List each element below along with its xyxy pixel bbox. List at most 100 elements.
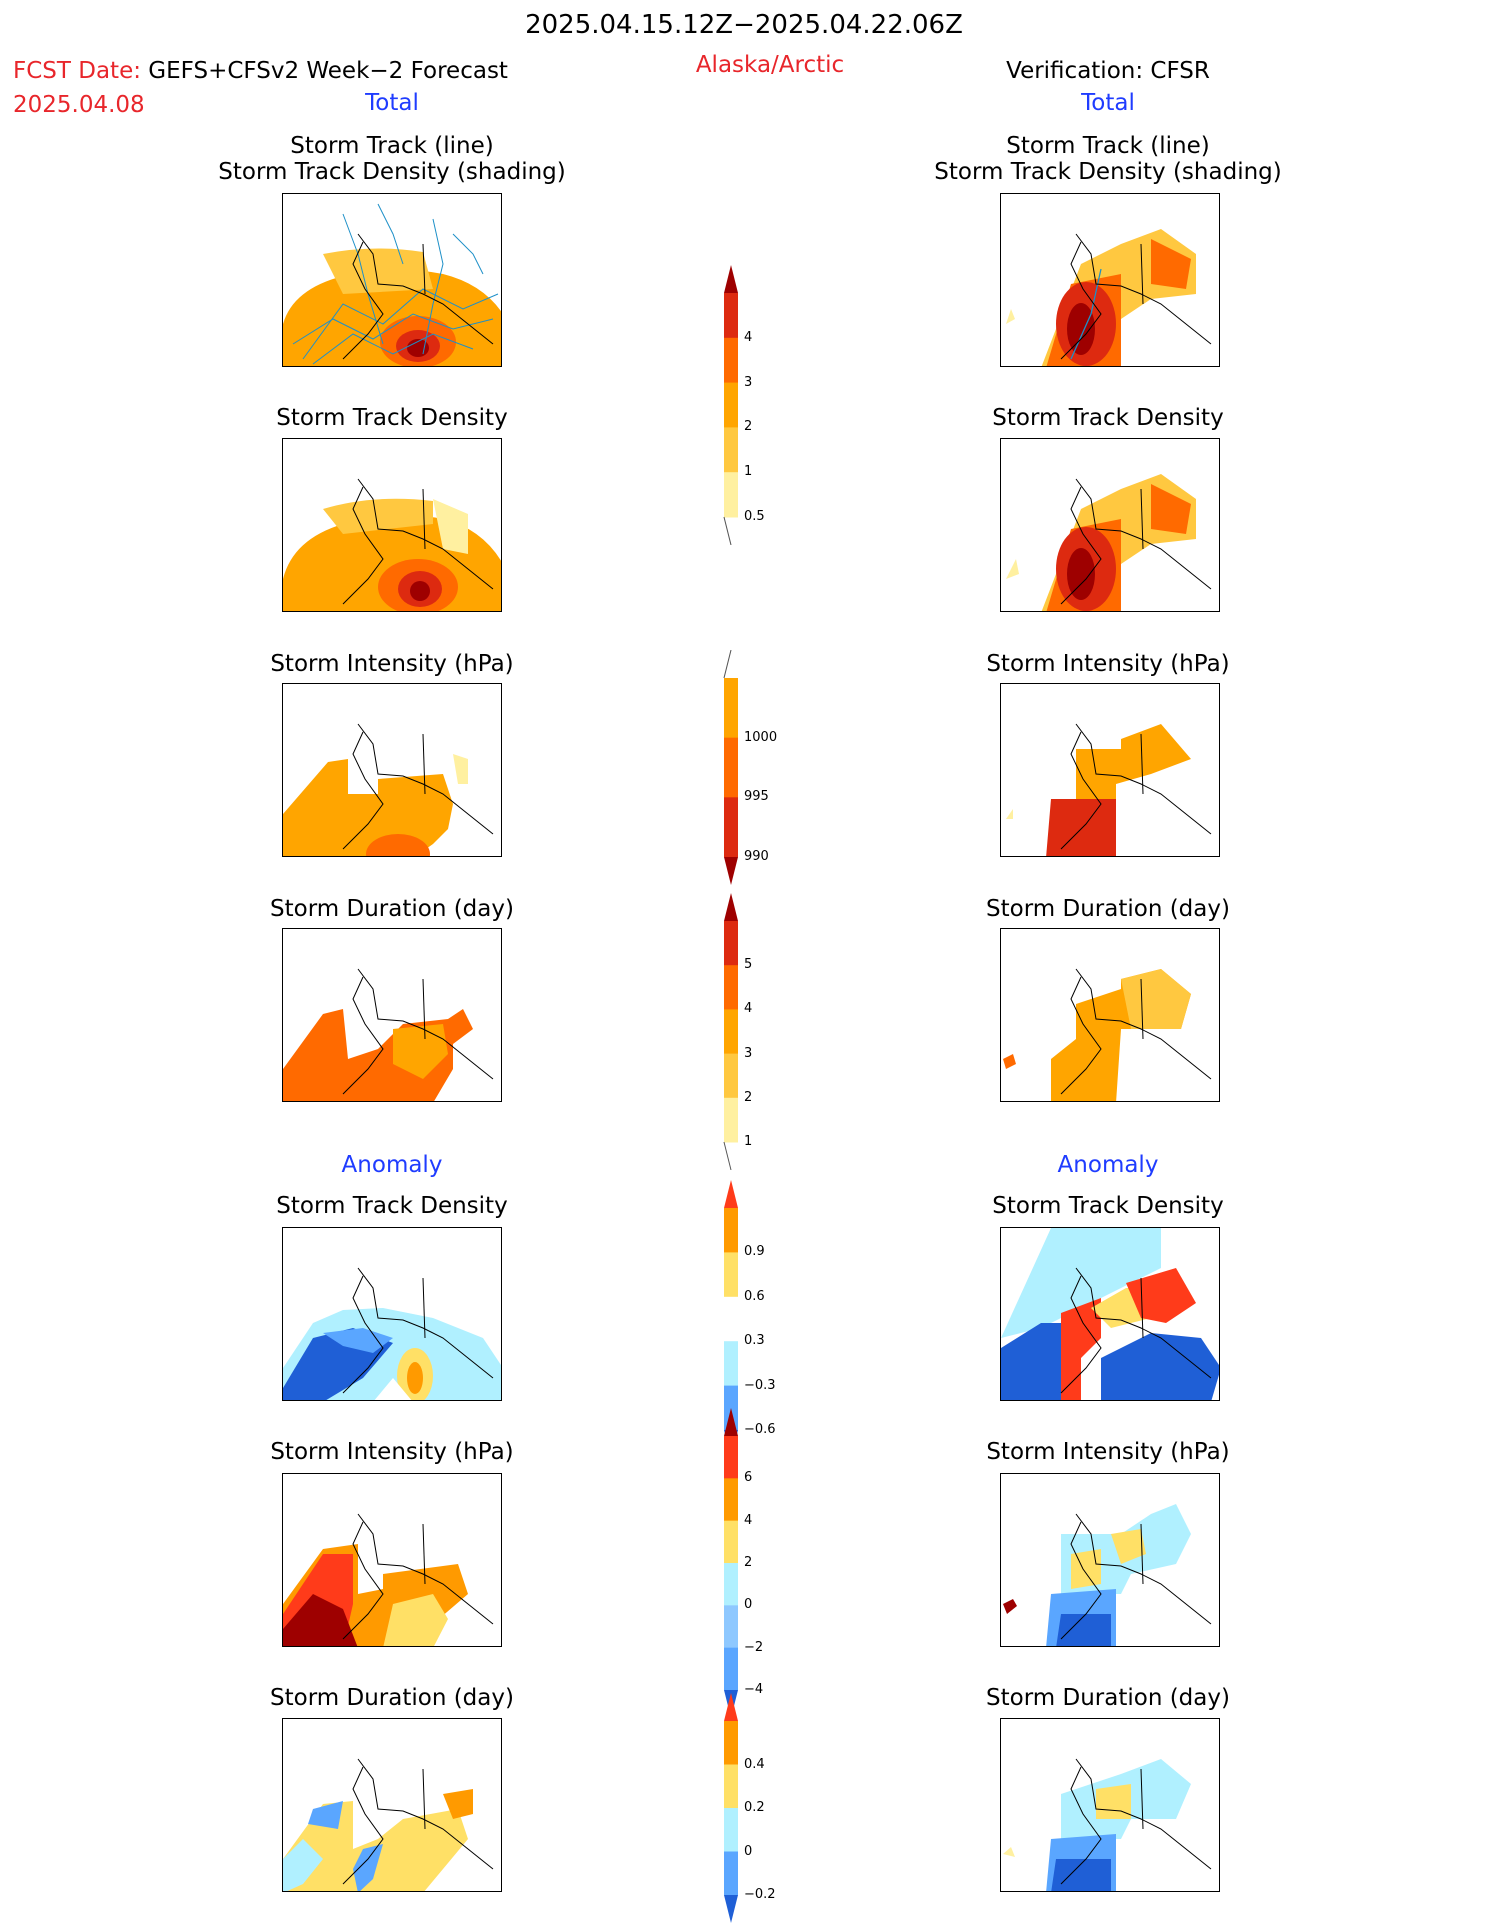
colorbar-tick-label: 4 [744, 1512, 753, 1528]
map-anom-density-forecast [282, 1227, 502, 1401]
colorbar-density_total-swatch [724, 472, 738, 518]
colorbar-density_total-arrow-top [724, 265, 738, 293]
colorbar-intensity_anom-swatch [724, 1605, 738, 1649]
map-anom-intensity-verification [1000, 1473, 1220, 1647]
colorbar-tick-label: 0.2 [744, 1800, 765, 1815]
colorbar-tick-label: 1 [744, 1134, 753, 1149]
colorbar-density_anom-swatch [724, 1208, 738, 1253]
title-anom-intensity-left: Storm Intensity (hPa) [270, 1439, 514, 1465]
colorbar-duration_total-swatch [724, 965, 738, 1010]
total-left-label: Total [365, 90, 419, 116]
fcst-model: GEFS+CFSv2 Week−2 Forecast [148, 58, 508, 84]
colorbar-intensity_total-swatch [724, 737, 738, 798]
map-intensity-verification [1000, 683, 1220, 857]
colorbar-density_total-svg [723, 265, 738, 545]
total-right-label: Total [1081, 90, 1135, 116]
colorbar-tick-label: 0 [744, 1843, 753, 1859]
map-track-verification [1000, 193, 1220, 367]
title-intensity-right: Storm Intensity (hPa) [986, 651, 1230, 677]
colorbar-tick-label: 0.4 [744, 1756, 765, 1772]
colorbar-tick-label: 4 [744, 1001, 753, 1017]
map-duration-verification [1000, 928, 1220, 1102]
colorbar-tick-label: 2 [744, 419, 753, 435]
map-anom-duration-verification [1000, 1718, 1220, 1892]
title-track-shading-right: Storm Track Density (shading) [934, 159, 1282, 185]
colorbar-density_anom-arrow-top [724, 1180, 738, 1208]
colorbar-intensity_total-arrow-bottom [724, 857, 738, 885]
title-anom-density-left: Storm Track Density [276, 1193, 508, 1219]
colorbar-density_anom-swatch [724, 1252, 738, 1298]
colorbar-tick-label: 4 [744, 329, 753, 345]
title-intensity-left: Storm Intensity (hPa) [270, 651, 514, 677]
colorbar-duration_anom-swatch [724, 1808, 738, 1852]
colorbar-intensity_total-swatch [724, 678, 738, 739]
colorbar-duration_total-swatch [724, 921, 738, 966]
colorbar-intensity_anom-swatch [724, 1478, 738, 1522]
colorbar-intensity_anom-swatch [724, 1563, 738, 1606]
anomaly-right-label: Anomaly [1057, 1152, 1159, 1178]
verification-label: Verification: CFSR [1006, 58, 1210, 84]
colorbar-intensity_anom-svg [724, 1408, 738, 1718]
fcst-label: FCST Date: [13, 58, 141, 84]
map-anom-intensity-forecast [282, 1473, 502, 1647]
colorbar-density_anom-swatch [724, 1341, 738, 1387]
colorbar-intensity_anom-swatch [724, 1436, 738, 1479]
anomaly-left-label: Anomaly [341, 1152, 443, 1178]
region-title: Alaska/Arctic [695, 52, 845, 78]
colorbar-duration_total-swatch [724, 1009, 738, 1055]
colorbar-duration_anom-swatch [724, 1721, 738, 1765]
title-duration-left: Storm Duration (day) [270, 896, 514, 922]
map-duration-forecast [282, 928, 502, 1102]
colorbar-tick-label: 3 [744, 1045, 753, 1061]
map-intensity-forecast [282, 683, 502, 857]
map-anom-density-verification [1000, 1227, 1220, 1401]
colorbar-tick-label: 995 [744, 789, 769, 805]
colorbar-density_total-swatch [724, 427, 738, 473]
map-anom-duration-forecast [282, 1718, 502, 1892]
colorbar-intensity_anom-swatch [724, 1647, 738, 1691]
colorbar-tick-label: −0.6 [744, 1422, 776, 1437]
colorbar-intensity_anom-arrow-top [724, 1408, 738, 1436]
colorbar-density_total-swatch [724, 382, 738, 428]
title-anom-duration-left: Storm Duration (day) [270, 1685, 514, 1711]
colorbar-intensity_total-svg [723, 650, 738, 885]
title-track-line-right: Storm Track (line) [1006, 133, 1210, 159]
title-duration-right: Storm Duration (day) [986, 896, 1230, 922]
colorbar-tick-label: 1000 [744, 729, 778, 745]
colorbar-tick-label: 3 [744, 374, 753, 390]
colorbar-tick-label: −0.3 [744, 1377, 776, 1393]
colorbar-density_total-swatch [724, 337, 738, 384]
title-track-shading-left: Storm Track Density (shading) [218, 159, 566, 185]
colorbar-tick-label: 2 [744, 1089, 753, 1105]
colorbar-duration_total-svg [723, 893, 738, 1170]
map-density-forecast [282, 438, 502, 612]
colorbar-tick-label: 0.3 [744, 1333, 765, 1349]
colorbar-duration_anom-arrow-top [724, 1693, 738, 1721]
colorbar-duration_total-swatch [724, 1053, 738, 1099]
title-anom-duration-right: Storm Duration (day) [986, 1685, 1230, 1711]
colorbar-intensity_total-arrow-top [723, 650, 732, 679]
colorbar-density_total-arrow-bottom [723, 516, 732, 545]
colorbar-tick-label: 5 [744, 957, 753, 973]
colorbar-density_anom-svg [724, 1180, 738, 1458]
colorbar-tick-label: −0.2 [744, 1887, 776, 1902]
colorbar-tick-label: 2 [744, 1555, 753, 1570]
period-title: 2025.04.15.12Z−2025.04.22.06Z [525, 10, 963, 40]
colorbar-tick-label: 1 [744, 464, 753, 480]
colorbar-duration_anom-swatch [724, 1764, 738, 1809]
title-density-right: Storm Track Density [992, 405, 1224, 431]
colorbar-tick-label: 0.6 [744, 1288, 765, 1304]
colorbar-tick-label: −2 [744, 1639, 764, 1655]
colorbar-intensity_total-swatch [724, 797, 738, 858]
fcst-date: 2025.04.08 [13, 92, 145, 118]
colorbar-duration_anom-arrow-bottom [724, 1895, 738, 1923]
colorbar-tick-label: 0 [744, 1597, 753, 1613]
title-density-left: Storm Track Density [276, 405, 508, 431]
title-anom-density-right: Storm Track Density [992, 1193, 1224, 1219]
colorbar-density_total-swatch [724, 293, 738, 339]
map-density-verification [1000, 438, 1220, 612]
fcst-info: FCST Date: GEFS+CFSv2 Week−2 Forecast [13, 58, 508, 84]
colorbar-tick-label: 6 [744, 1470, 753, 1486]
colorbar-tick-label: 0.9 [744, 1244, 765, 1260]
colorbar-tick-label: 990 [744, 849, 769, 864]
